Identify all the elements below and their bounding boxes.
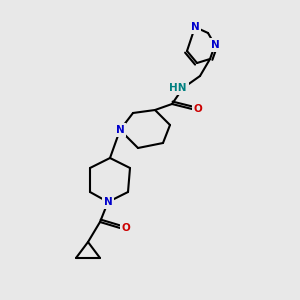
Text: HN: HN — [169, 83, 187, 93]
Text: N: N — [211, 40, 219, 50]
Text: N: N — [190, 22, 200, 32]
Text: O: O — [194, 104, 202, 114]
Text: N: N — [116, 125, 124, 135]
Text: N: N — [103, 197, 112, 207]
Text: O: O — [122, 223, 130, 233]
